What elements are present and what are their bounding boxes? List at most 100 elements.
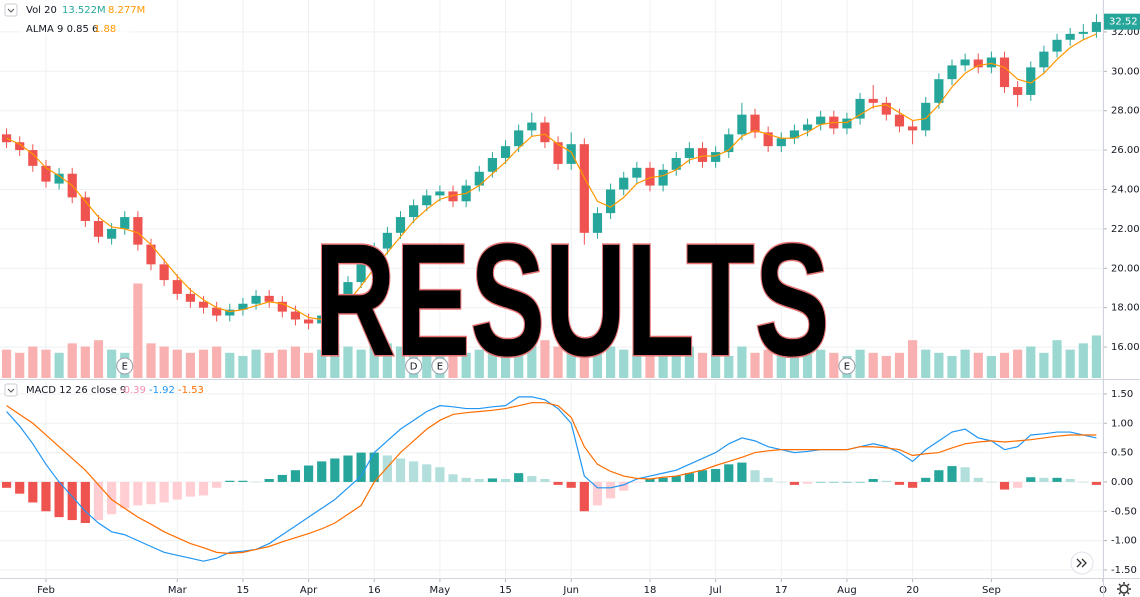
settings-button[interactable] (1119, 584, 1129, 594)
x-tick-label: 20 (906, 585, 919, 596)
volume-bar (1039, 352, 1049, 378)
candle-body (645, 167, 655, 186)
candle-body (422, 195, 432, 206)
volume-bar (632, 352, 642, 378)
histogram-bar (684, 473, 694, 482)
candle-body (553, 142, 563, 164)
candle-body (671, 157, 681, 170)
candle-body (816, 116, 826, 125)
candle-body (356, 264, 366, 283)
candle-body (1052, 39, 1062, 52)
event-marker (116, 357, 134, 375)
candle-body (711, 152, 721, 162)
histogram-bar (986, 481, 996, 483)
event-label: E (844, 362, 850, 373)
volume-bar (737, 346, 747, 378)
histogram-bar (146, 481, 156, 505)
volume-bar (107, 349, 117, 378)
volume-bar (461, 352, 471, 378)
candle-body (1078, 31, 1088, 34)
candle-body (973, 59, 983, 68)
histogram-bar (356, 452, 366, 482)
histogram-bar (1091, 481, 1102, 485)
candle-body (369, 248, 379, 265)
volume-bar (159, 346, 169, 378)
candle-body (1, 134, 12, 143)
scroll-button[interactable] (1070, 551, 1094, 575)
volume-bar (212, 346, 222, 378)
candle-body (93, 221, 104, 237)
volume-bar (1065, 349, 1075, 378)
histogram-bar (632, 481, 642, 483)
candle-body (251, 295, 261, 304)
candle-body (487, 157, 498, 172)
histogram-bar (185, 481, 195, 497)
volume-bar (356, 349, 366, 378)
histogram-bar (107, 481, 117, 515)
volume-bar (395, 346, 406, 378)
histogram-bar (658, 477, 668, 482)
candle-body (159, 264, 169, 281)
histogram-bar (802, 481, 813, 484)
volume-bar (934, 352, 944, 378)
histogram-bar (1052, 477, 1062, 482)
volume-bar (369, 340, 379, 378)
volume-bar (487, 346, 498, 378)
histogram-bar (776, 481, 786, 483)
histogram-bar (369, 452, 379, 482)
volume-bar (172, 349, 182, 378)
legend-value: -1.53 (178, 385, 204, 396)
histogram-bar (763, 477, 773, 482)
candle-body (264, 295, 274, 302)
candle-body (290, 311, 301, 320)
volume-bar (645, 349, 655, 378)
histogram-bar (947, 466, 957, 482)
candle-body (28, 150, 38, 166)
histogram-bar (908, 481, 918, 488)
histogram-bar (1039, 477, 1049, 482)
volume-bar (198, 349, 209, 378)
candle-body (540, 122, 550, 143)
histogram-bar (172, 481, 182, 500)
volume-bar (816, 349, 826, 378)
event-label: E (122, 362, 128, 373)
event-label: E (437, 362, 443, 373)
histogram-bar (829, 481, 839, 483)
candle-body (395, 217, 406, 233)
chevron-icon (7, 388, 15, 393)
candle-body (277, 301, 287, 312)
volume-bar (619, 349, 629, 378)
candle-body (737, 114, 747, 135)
legend-title: Vol 20 (26, 5, 57, 16)
candle-body (658, 169, 668, 186)
volume-bar (1052, 340, 1062, 378)
histogram-bar (973, 477, 983, 482)
event-marker (405, 357, 423, 375)
histogram-bar (382, 455, 392, 482)
collapse-button[interactable] (4, 3, 18, 17)
histogram-bar (999, 481, 1010, 490)
volume-bar (921, 349, 931, 378)
volume-bar (540, 340, 550, 378)
candle-body (527, 122, 537, 131)
histogram-bar (422, 464, 432, 482)
histogram-bar (842, 481, 852, 483)
candle-body (881, 102, 891, 115)
collapse-button[interactable] (4, 383, 18, 397)
candle-body (172, 280, 182, 294)
candle-body (750, 114, 760, 133)
histogram-bar (343, 455, 353, 482)
volume-bar (146, 343, 156, 378)
histogram-bar (645, 479, 655, 482)
candle-body (776, 138, 786, 147)
volume-bar (343, 346, 353, 378)
histogram-bar (303, 465, 314, 482)
y-tick-label: 1.50 (1111, 389, 1133, 400)
candle-body (238, 303, 248, 310)
volume-bar (67, 343, 77, 378)
histogram-bar (251, 481, 261, 483)
volume-bar (251, 349, 261, 378)
volume-bar (133, 283, 143, 378)
candle-body (1065, 33, 1075, 40)
